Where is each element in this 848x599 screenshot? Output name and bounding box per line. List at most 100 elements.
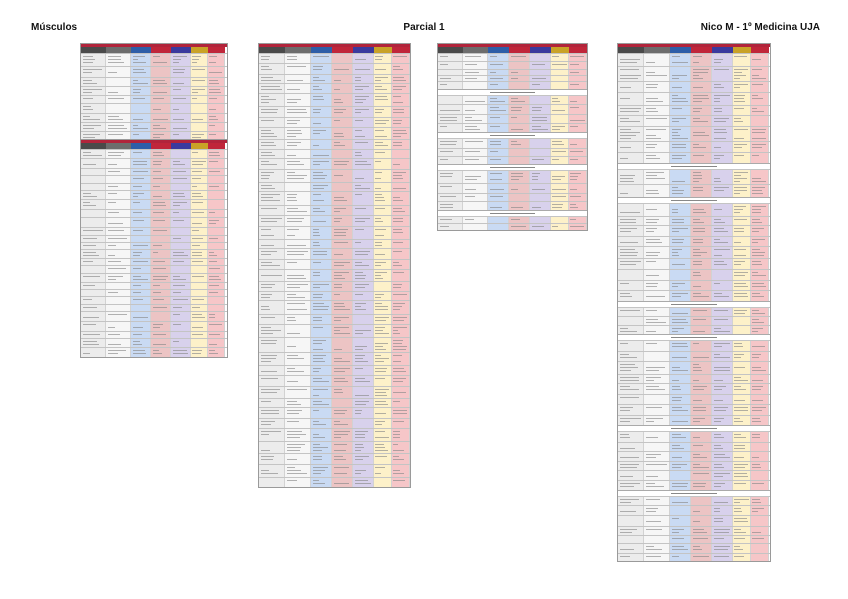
table-row (618, 216, 770, 225)
table-cell (259, 260, 285, 269)
table-cell (551, 76, 569, 81)
table-cell (106, 54, 131, 66)
table-cell (259, 170, 285, 182)
table-cell (81, 54, 106, 66)
table-row (618, 451, 770, 461)
table-header-cell (463, 47, 488, 53)
table-cell (171, 159, 191, 168)
table-cell (530, 139, 551, 148)
table-header-cell (151, 143, 171, 149)
table-cell (332, 159, 353, 169)
table-cell (618, 259, 644, 269)
table-cell (691, 506, 712, 515)
table-header-cell (569, 47, 587, 53)
table-cell (311, 465, 332, 477)
table-cell (463, 184, 488, 193)
table-cell (191, 274, 208, 282)
table-cell (751, 153, 769, 163)
table-cell (171, 332, 191, 338)
table-cell (332, 94, 353, 106)
table-cell (712, 516, 733, 526)
table-cell (332, 454, 353, 464)
table-cell (751, 308, 769, 316)
table-cell (644, 452, 670, 461)
table-row (618, 169, 770, 184)
table-cell (712, 54, 733, 66)
table-cell (81, 78, 106, 86)
table-cell (712, 497, 733, 505)
table-cell (733, 185, 751, 197)
table-cell (106, 123, 131, 131)
table-cell (208, 243, 225, 249)
table-cell (392, 376, 410, 386)
table-row (618, 505, 770, 515)
table-cell (691, 54, 712, 66)
table-cell (618, 432, 644, 442)
table-cell (131, 104, 151, 113)
table-cell (151, 78, 171, 86)
table-row (259, 337, 410, 352)
table-cell (285, 216, 311, 226)
table-header-cell (131, 143, 151, 149)
table-cell (530, 217, 551, 223)
table-cell (644, 326, 670, 334)
table-cell (644, 506, 670, 515)
table-cell (106, 322, 131, 331)
table-cell (374, 170, 392, 182)
table-cell (392, 118, 410, 127)
table-cell (353, 159, 374, 169)
table-row (618, 152, 770, 163)
table-header-cell (171, 47, 191, 53)
table-cell (691, 497, 712, 505)
table-row (618, 141, 770, 152)
table-cell (171, 236, 191, 242)
table-header-cell (509, 47, 530, 53)
table-cell (618, 204, 644, 216)
table-cell (106, 283, 131, 289)
table-cell (569, 217, 587, 223)
table-cell (191, 297, 208, 304)
table-row (259, 169, 410, 182)
table-cell (285, 270, 311, 281)
table-cell (644, 67, 670, 81)
table-cell (332, 465, 353, 477)
table-cell (733, 462, 751, 470)
table-cell (106, 274, 131, 282)
table-cell (733, 308, 751, 316)
table-cell (131, 297, 151, 304)
table-cell (171, 54, 191, 66)
table-cell (311, 442, 332, 453)
table-cell (259, 454, 285, 464)
table-cell (81, 218, 106, 227)
table-row (259, 158, 410, 169)
table-cell (131, 228, 151, 235)
table-cell (712, 443, 733, 451)
table-cell (131, 191, 151, 199)
table-row (438, 104, 587, 114)
table-cell (644, 308, 670, 316)
table-cell (488, 224, 509, 230)
table-row (259, 314, 410, 324)
table-cell (208, 176, 225, 183)
table-cell (438, 76, 463, 81)
table-cell (644, 481, 670, 490)
table-cell (691, 341, 712, 351)
table-cell (712, 326, 733, 334)
table-cell (208, 339, 225, 347)
table-cell (259, 366, 285, 375)
table-cell (670, 247, 691, 258)
table-cell (191, 176, 208, 183)
table-cell (691, 317, 712, 325)
table-cell (691, 554, 712, 561)
table-cell (733, 204, 751, 216)
table-cell (644, 270, 670, 280)
table-cell (618, 481, 644, 490)
table-cell (191, 104, 208, 113)
table-row (618, 105, 770, 115)
table-cell (751, 226, 769, 236)
table-cell (618, 54, 644, 66)
table-cell (670, 471, 691, 480)
table-cell (509, 124, 530, 132)
table-header-cell (712, 47, 733, 53)
table-cell (691, 204, 712, 216)
